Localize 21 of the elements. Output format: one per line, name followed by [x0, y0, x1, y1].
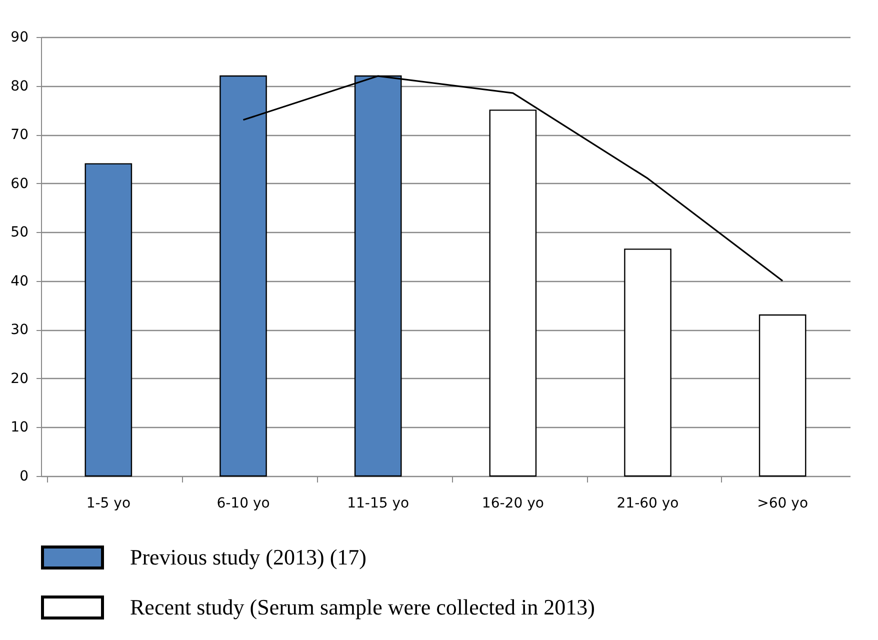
x-tick-label: 21-60 yo — [616, 496, 679, 512]
x-tick-label: 16-20 yo — [482, 496, 544, 512]
y-tick-label: 50 — [10, 224, 28, 241]
y-tick-label: 20 — [10, 370, 28, 387]
legend-label: Recent study (Serum sample were collected in 2013) — [130, 594, 595, 620]
y-tick-label: 10 — [10, 420, 28, 436]
x-tick-label: 1-5 yo — [86, 496, 131, 512]
y-tick-label: 0 — [20, 468, 28, 484]
y-tick-label: 80 — [10, 78, 28, 94]
y-tick-label: 90 — [10, 30, 28, 46]
bar — [758, 314, 806, 477]
x-tick-label: >60 yo — [757, 496, 808, 512]
y-tick-label: 70 — [10, 127, 28, 144]
legend-label: Previous study (2013) (17) — [130, 544, 366, 570]
x-tick-label: 11-15 yo — [347, 496, 410, 512]
y-tick-label: 60 — [10, 176, 28, 192]
y-tick-label: 30 — [10, 322, 28, 338]
x-tick-label: 6-10 yo — [216, 496, 270, 512]
bar — [84, 163, 132, 477]
y-tick-label: 40 — [10, 273, 28, 290]
bar — [624, 248, 672, 477]
